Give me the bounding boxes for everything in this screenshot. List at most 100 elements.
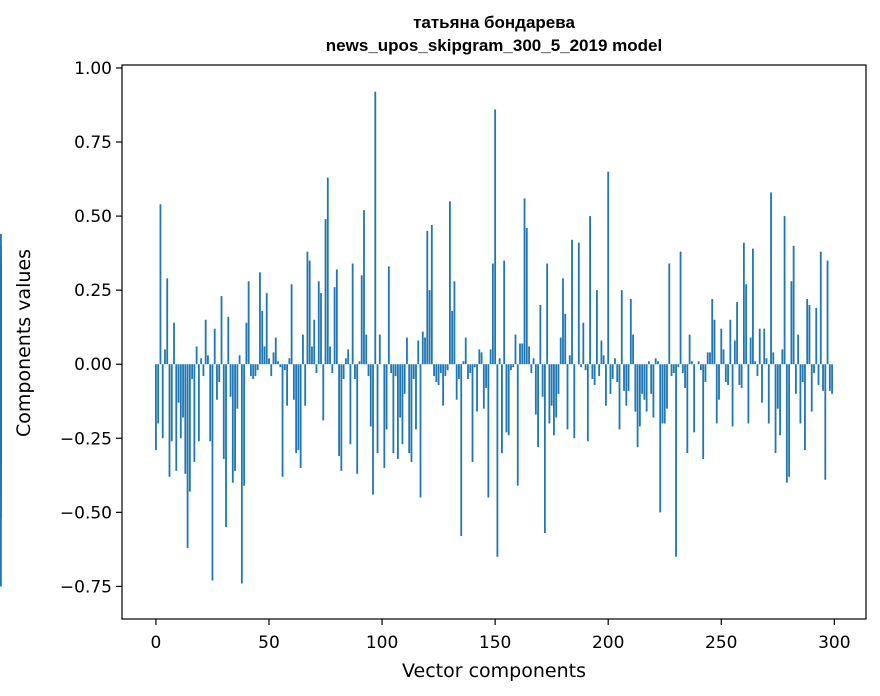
- bar: [166, 278, 169, 365]
- bar: [458, 364, 460, 380]
- bar: [826, 260, 829, 365]
- bar: [365, 334, 368, 365]
- bar: [605, 364, 607, 406]
- bar: [460, 364, 463, 537]
- bar: [231, 364, 234, 483]
- bar: [740, 364, 743, 388]
- bar: [469, 364, 472, 374]
- bar: [582, 322, 585, 365]
- bar: [722, 349, 725, 365]
- bar: [383, 364, 386, 468]
- x-tick-label: 200: [592, 633, 624, 653]
- bar: [240, 364, 243, 584]
- bar: [553, 364, 555, 436]
- bar: [758, 328, 761, 365]
- bar: [742, 242, 745, 365]
- bar: [629, 299, 632, 365]
- x-tick-label: 150: [479, 633, 511, 653]
- bar: [211, 364, 214, 581]
- bar: [485, 364, 487, 388]
- bar: [193, 364, 196, 462]
- bar: [421, 331, 424, 365]
- bar: [243, 364, 246, 486]
- bar: [611, 364, 614, 380]
- bar: [263, 346, 266, 365]
- bar: [745, 284, 748, 365]
- bar: [335, 269, 338, 365]
- bar: [532, 358, 535, 365]
- bar: [313, 319, 316, 365]
- bar: [781, 349, 784, 365]
- bar: [265, 293, 268, 365]
- bar: [437, 364, 440, 385]
- y-tick-label: −0.50: [60, 503, 112, 523]
- bar: [539, 304, 542, 365]
- bar: [620, 290, 623, 365]
- bar: [704, 364, 707, 382]
- bar: [360, 275, 363, 365]
- x-tick-label: 50: [258, 633, 280, 653]
- bar: [573, 364, 576, 439]
- bar: [686, 364, 689, 454]
- bar: [652, 364, 655, 418]
- bar: [250, 364, 252, 377]
- bar: [494, 109, 497, 365]
- bar: [453, 281, 456, 365]
- bar: [801, 364, 804, 382]
- bar: [661, 364, 664, 424]
- bar: [808, 304, 811, 365]
- bar: [564, 313, 567, 365]
- bar: [304, 364, 307, 406]
- bar: [562, 278, 564, 365]
- bar: [733, 340, 736, 365]
- bar: [550, 364, 553, 406]
- bar: [618, 364, 621, 430]
- bar: [623, 364, 625, 391]
- bar: [292, 364, 295, 400]
- bar: [270, 364, 273, 377]
- bar: [828, 364, 831, 391]
- bar: [259, 272, 261, 365]
- bar: [333, 287, 336, 365]
- bar: [749, 337, 752, 365]
- bar: [308, 260, 311, 365]
- bar: [521, 343, 524, 365]
- bar: [403, 364, 406, 394]
- bar: [367, 364, 370, 377]
- bar: [577, 242, 580, 365]
- bar: [473, 364, 476, 368]
- bar: [394, 364, 397, 377]
- bar: [170, 364, 173, 442]
- bar: [591, 364, 594, 380]
- bar: [693, 364, 696, 433]
- bar: [410, 364, 413, 462]
- bar: [222, 364, 225, 460]
- bar: [702, 364, 705, 460]
- bar: [168, 364, 171, 477]
- bar: [593, 364, 596, 385]
- bar: [326, 177, 329, 365]
- bar: [752, 248, 754, 365]
- bar: [173, 322, 175, 365]
- bar: [290, 284, 293, 365]
- bar: [548, 364, 551, 424]
- bar: [225, 364, 227, 528]
- bar: [277, 361, 279, 365]
- bar: [688, 334, 691, 365]
- bar: [256, 364, 259, 371]
- bar: [627, 364, 630, 391]
- bar: [406, 337, 408, 365]
- bar: [616, 364, 619, 382]
- bar: [568, 355, 571, 365]
- bar: [272, 352, 275, 365]
- bar: [584, 364, 587, 371]
- bar: [489, 349, 492, 365]
- bar: [396, 364, 399, 460]
- bar: [238, 355, 241, 365]
- y-tick-label: 0.75: [74, 133, 112, 153]
- bar: [772, 352, 775, 365]
- bar: [498, 358, 501, 365]
- bar: [709, 352, 711, 365]
- bar: [831, 364, 833, 394]
- bar: [625, 364, 628, 406]
